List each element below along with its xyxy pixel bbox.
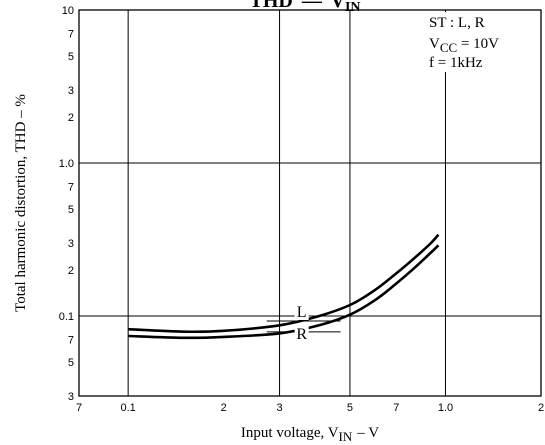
x-tick-label: 1.0 bbox=[438, 402, 453, 414]
condition-vcc: VCC = 10V bbox=[429, 36, 499, 55]
y-tick-label: 2 bbox=[68, 112, 74, 124]
annotation-label-bg bbox=[294, 302, 309, 320]
x-axis-label: Input voltage, VIN – V bbox=[241, 425, 379, 444]
curve-layer bbox=[128, 233, 440, 340]
y-tick-label: 5 bbox=[68, 51, 74, 63]
condition-stereo: ST : L, R bbox=[429, 15, 485, 31]
y-tick-label: 3 bbox=[68, 85, 74, 97]
y-tick-label: 5 bbox=[68, 357, 74, 369]
y-tick-label: 2 bbox=[68, 265, 74, 277]
x-tick-label: 5 bbox=[347, 402, 353, 414]
y-tick-label: 3 bbox=[68, 391, 74, 403]
series-label-R: R bbox=[296, 326, 307, 343]
x-tick-label: 3 bbox=[276, 402, 282, 414]
x-tick-label: 2 bbox=[538, 402, 544, 414]
y-tick-label: 10 bbox=[62, 5, 74, 17]
x-tick-label: 2 bbox=[221, 402, 227, 414]
tick-label-layer: 7 0.1 2 3 5 7 1.0 2 3 5 7 0.1 2 3 5 7 1.0 2 3 5 7 10 bbox=[59, 5, 544, 414]
condition-frequency: f = 1kHz bbox=[429, 55, 483, 71]
series-line-L bbox=[128, 233, 440, 334]
y-tick-label: 7 bbox=[68, 29, 74, 41]
y-tick-label: 7 bbox=[68, 182, 74, 194]
annotation-layer: LR bbox=[266, 302, 341, 343]
y-tick-label: 1.0 bbox=[59, 158, 74, 170]
y-tick-label: 5 bbox=[68, 204, 74, 216]
conditions-box bbox=[425, 12, 537, 72]
series-line-R bbox=[128, 244, 440, 340]
grid-layer bbox=[79, 10, 541, 396]
annotation-label-bg bbox=[294, 324, 309, 342]
plot-frame bbox=[78, 9, 542, 397]
y-tick-label: 3 bbox=[68, 238, 74, 250]
x-tick-label: 7 bbox=[76, 402, 82, 414]
y-tick-label: 7 bbox=[68, 335, 74, 347]
series-label-L: L bbox=[297, 304, 307, 321]
x-tick-label: 0.1 bbox=[121, 402, 136, 414]
x-tick-label: 7 bbox=[393, 402, 399, 414]
y-tick-label: 0.1 bbox=[59, 311, 74, 323]
chart-title: THD — VIN bbox=[250, 0, 361, 15]
y-axis-label: Total harmonic distortion, THD – % bbox=[13, 94, 29, 312]
